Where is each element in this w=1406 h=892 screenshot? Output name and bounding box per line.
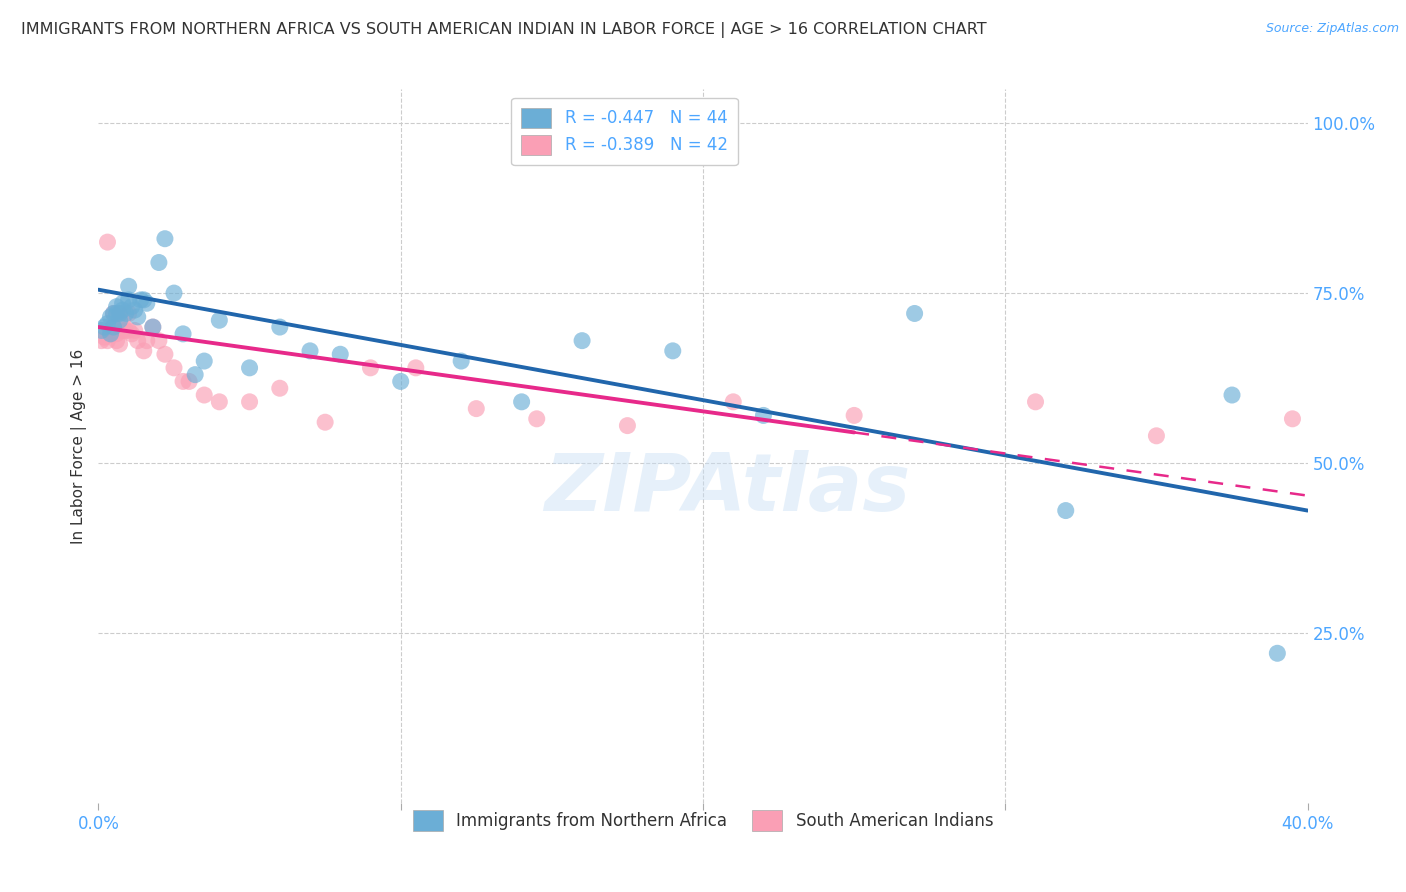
Point xyxy=(193,354,215,368)
Text: ZIPAtlas: ZIPAtlas xyxy=(544,450,910,528)
Point xyxy=(450,354,472,368)
Point xyxy=(526,412,548,426)
Point xyxy=(111,296,134,310)
Legend: Immigrants from Northern Africa, South American Indians: Immigrants from Northern Africa, South A… xyxy=(406,804,1000,838)
Point xyxy=(96,334,118,348)
Point xyxy=(100,326,122,341)
Point xyxy=(121,300,143,314)
Point xyxy=(1024,394,1046,409)
Point xyxy=(723,394,745,409)
Point xyxy=(127,310,149,324)
Point xyxy=(100,310,122,324)
Point xyxy=(108,306,131,320)
Point xyxy=(510,394,533,409)
Point xyxy=(132,293,155,307)
Point xyxy=(114,306,136,320)
Point xyxy=(108,306,131,320)
Point xyxy=(108,313,131,327)
Point xyxy=(405,360,427,375)
Point xyxy=(103,306,125,320)
Point xyxy=(105,334,128,348)
Point xyxy=(163,360,186,375)
Point xyxy=(124,323,146,337)
Point xyxy=(208,394,231,409)
Point xyxy=(121,326,143,341)
Point xyxy=(269,320,291,334)
Point xyxy=(103,306,125,320)
Point xyxy=(1054,503,1077,517)
Point xyxy=(148,255,170,269)
Point xyxy=(129,293,152,307)
Point xyxy=(239,360,262,375)
Point xyxy=(118,279,141,293)
Point xyxy=(314,415,336,429)
Point xyxy=(172,375,194,389)
Point xyxy=(135,296,157,310)
Point xyxy=(96,317,118,331)
Point xyxy=(329,347,352,361)
Point xyxy=(153,232,176,246)
Point xyxy=(179,375,201,389)
Point xyxy=(108,337,131,351)
Point xyxy=(571,334,593,348)
Text: Source: ZipAtlas.com: Source: ZipAtlas.com xyxy=(1265,22,1399,36)
Point xyxy=(142,320,165,334)
Point xyxy=(465,401,488,416)
Point xyxy=(172,326,194,341)
Point xyxy=(184,368,207,382)
Point xyxy=(105,300,128,314)
Point xyxy=(904,306,927,320)
Point xyxy=(752,409,775,423)
Point xyxy=(96,235,118,249)
Point xyxy=(844,409,866,423)
Point xyxy=(239,394,262,409)
Point xyxy=(661,343,683,358)
Y-axis label: In Labor Force | Age > 16: In Labor Force | Age > 16 xyxy=(72,349,87,543)
Point xyxy=(90,334,112,348)
Point xyxy=(142,320,165,334)
Point xyxy=(114,323,136,337)
Point xyxy=(1267,646,1289,660)
Point xyxy=(1144,429,1167,443)
Point xyxy=(616,418,638,433)
Text: IMMIGRANTS FROM NORTHERN AFRICA VS SOUTH AMERICAN INDIAN IN LABOR FORCE | AGE > : IMMIGRANTS FROM NORTHERN AFRICA VS SOUTH… xyxy=(21,22,987,38)
Point xyxy=(360,360,382,375)
Point xyxy=(163,286,186,301)
Point xyxy=(124,303,146,318)
Point xyxy=(135,334,157,348)
Point xyxy=(100,326,122,341)
Point xyxy=(269,381,291,395)
Point xyxy=(111,303,134,318)
Point xyxy=(132,343,155,358)
Point xyxy=(93,330,115,344)
Point xyxy=(93,320,115,334)
Point xyxy=(90,323,112,337)
Point xyxy=(127,334,149,348)
Point xyxy=(105,306,128,320)
Point xyxy=(389,375,412,389)
Point xyxy=(193,388,215,402)
Point xyxy=(153,347,176,361)
Point xyxy=(103,320,125,334)
Point xyxy=(299,343,322,358)
Point xyxy=(1281,412,1303,426)
Point xyxy=(105,326,128,341)
Point xyxy=(1220,388,1243,402)
Point xyxy=(148,334,170,348)
Point xyxy=(118,293,141,307)
Point xyxy=(208,313,231,327)
Point xyxy=(118,323,141,337)
Point xyxy=(111,323,134,337)
Point xyxy=(103,320,125,334)
Point xyxy=(111,313,134,327)
Point xyxy=(118,306,141,320)
